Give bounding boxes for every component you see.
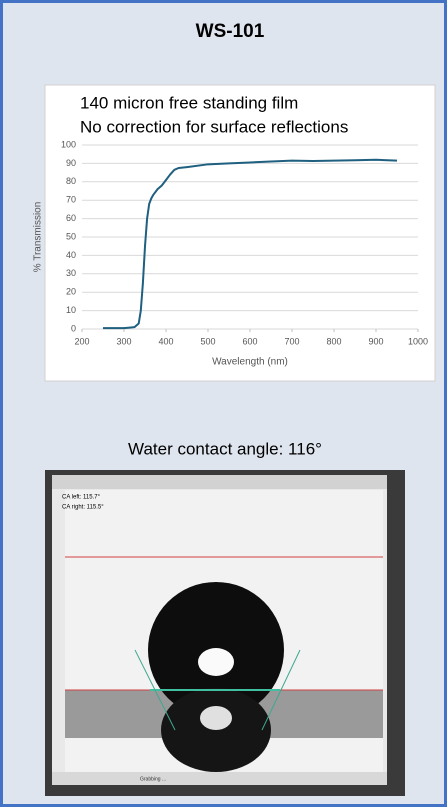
y-tick-label: 80 [66,176,76,186]
slide: WS-101 140 micron free standing film No … [0,0,447,807]
toolbar [52,475,387,489]
ca-right: CA right: 115.5° [62,505,104,511]
page: WS-101 140 micron free standing film No … [0,0,447,812]
x-axis-label: Wavelength (nm) [212,357,288,368]
status-bar [52,772,387,785]
photo: CA left: 115.7° CA right: 115.5° Grabbin… [45,470,405,796]
reflection-highlight [200,706,232,730]
panel-title: WS-101 [196,21,265,42]
y-tick-label: 20 [66,287,76,297]
y-tick-label: 30 [66,268,76,278]
ca-left: CA left: 115.7° [62,495,101,501]
x-tick-label: 800 [326,336,341,346]
y-tick-label: 90 [66,158,76,168]
x-tick-label: 900 [368,336,383,346]
y-axis-label: % Transmission [33,202,44,273]
y-tick-label: 50 [66,231,76,241]
x-tick-label: 300 [116,336,131,346]
x-tick-label: 1000 [408,336,428,346]
highlight [198,648,234,676]
y-tick-label: 0 [71,323,76,333]
x-tick-label: 500 [200,336,215,346]
x-tick-label: 600 [242,336,257,346]
chart-subtitle: No correction for surface reflections [80,117,348,136]
x-tick-label: 200 [74,336,89,346]
y-tick-label: 10 [66,305,76,315]
y-tick-label: 100 [61,139,76,149]
y-tick-label: 70 [66,195,76,205]
photo-caption: Water contact angle: 116° [128,439,322,458]
status-text: Grabbing ... [140,776,166,782]
y-tick-label: 60 [66,213,76,223]
y-tick-label: 40 [66,250,76,260]
x-tick-label: 700 [284,336,299,346]
x-tick-label: 400 [158,336,173,346]
chart-title: 140 micron free standing film [80,93,298,112]
